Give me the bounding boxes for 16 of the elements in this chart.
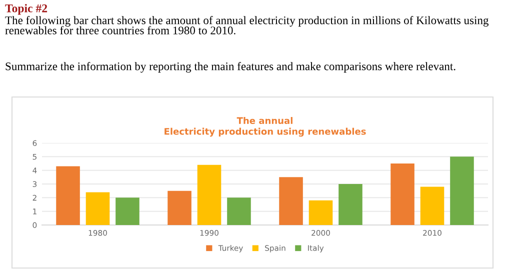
- text: The following bar chart shows the amount of annual electricity production in millions of Kilowatts using renewables for three countries from 1980 to 2010.: [5, 16, 489, 34]
- bar: [420, 186, 444, 225]
- bar: [197, 164, 222, 225]
- bar: [279, 177, 303, 225]
- bar: [56, 166, 80, 225]
- bar: [116, 198, 140, 225]
- text: Topic #2: [5, 4, 48, 15]
- bar: [450, 156, 474, 225]
- text: Summarize the information by reporting the main features and make comparisons where relevant.: [6, 62, 456, 73]
- bar: [168, 190, 192, 225]
- bar: [308, 200, 333, 225]
- chart-title: The annual Electricity production using renewables: [164, 117, 366, 137]
- bar: [390, 164, 414, 225]
- bar: [86, 192, 110, 225]
- bar: [227, 198, 251, 225]
- bar: [338, 184, 362, 225]
